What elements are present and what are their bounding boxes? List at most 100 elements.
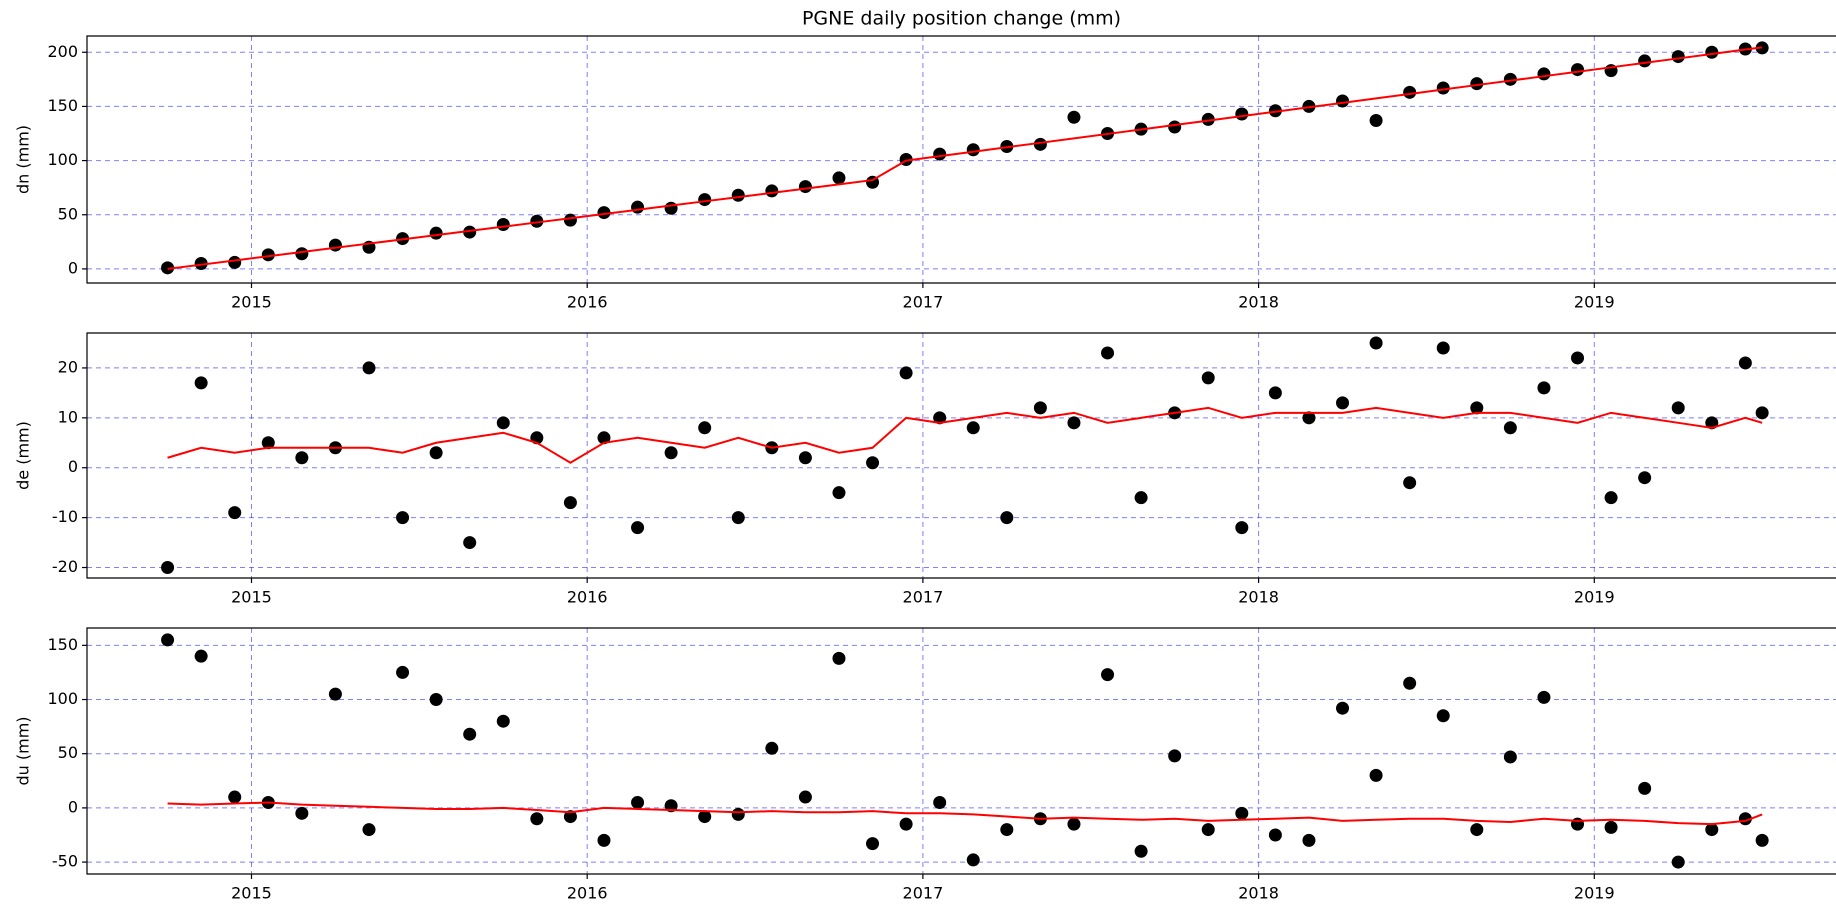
data-point (1067, 416, 1081, 430)
y-tick-label: 0 (68, 797, 78, 816)
data-point (1436, 709, 1450, 723)
trend-line (167, 801, 1763, 826)
data-point (295, 247, 309, 261)
data-point (798, 790, 812, 804)
data-point (1336, 94, 1350, 108)
data-point (1571, 351, 1585, 365)
data-point (1268, 828, 1282, 842)
data-point (765, 184, 779, 198)
data-point (966, 853, 980, 867)
data-point (1369, 768, 1383, 782)
data-point (1336, 701, 1350, 715)
data-point (396, 511, 410, 525)
data-point (530, 214, 544, 228)
data-point (899, 366, 913, 380)
data-point (832, 486, 846, 500)
data-point (1537, 381, 1551, 395)
data-point (1503, 421, 1517, 435)
data-point (933, 411, 947, 425)
data-point (1537, 690, 1551, 704)
data-point (631, 795, 645, 809)
data-point (563, 213, 577, 227)
x-tick-label: 2017 (903, 293, 944, 312)
y-tick-label: -50 (52, 852, 78, 871)
x-tick-label: 2019 (1574, 293, 1615, 312)
data-point (798, 451, 812, 465)
data-point (1168, 749, 1182, 763)
data-point (933, 147, 947, 161)
data-point (1671, 855, 1685, 869)
data-point (1671, 401, 1685, 415)
data-point (1436, 341, 1450, 355)
data-point (1134, 491, 1148, 505)
data-point (194, 649, 208, 663)
x-tick-label: 2016 (567, 588, 608, 607)
data-point (1436, 81, 1450, 95)
data-point (1604, 491, 1618, 505)
data-point (261, 248, 275, 262)
x-tick-label: 2019 (1574, 588, 1615, 607)
data-point (832, 171, 846, 185)
data-point (194, 257, 208, 270)
x-tick-label: 2018 (1238, 884, 1279, 903)
data-point (429, 446, 443, 460)
y-tick-label: 0 (68, 457, 78, 476)
data-point (1638, 54, 1652, 68)
data-point (1000, 823, 1014, 837)
data-point (463, 225, 477, 239)
data-point (698, 810, 712, 824)
data-point (832, 651, 846, 665)
data-point (1638, 471, 1652, 485)
data-point (1101, 346, 1115, 360)
y-tick-label: 50 (58, 204, 78, 223)
axes-frame (86, 35, 1836, 284)
data-point (1235, 806, 1249, 820)
x-tick-label: 2015 (231, 884, 272, 903)
x-tick-label: 2015 (231, 293, 272, 312)
data-point (228, 506, 242, 520)
data-point (966, 143, 980, 157)
data-point (597, 833, 611, 847)
y-tick-label: 100 (47, 150, 78, 169)
data-point (1033, 401, 1047, 415)
data-point (161, 261, 175, 275)
data-point (463, 727, 477, 741)
x-tick-label: 2017 (903, 588, 944, 607)
chart-title: PGNE daily position change (mm) (802, 8, 1121, 30)
data-point (429, 693, 443, 707)
data-point (1067, 110, 1081, 124)
data-point (295, 451, 309, 465)
data-point (1403, 676, 1417, 690)
y-tick-label: 150 (47, 635, 78, 654)
axes-frame (86, 332, 1836, 579)
x-tick-label: 2016 (567, 884, 608, 903)
data-point (362, 361, 376, 375)
y-tick-label: 0 (68, 258, 78, 277)
plot-area (161, 633, 1769, 869)
data-point (1268, 386, 1282, 400)
data-point (429, 226, 443, 240)
data-point (731, 188, 745, 202)
data-point (1604, 820, 1618, 834)
data-point (261, 436, 275, 450)
data-point (1403, 476, 1417, 490)
data-point (597, 431, 611, 445)
data-point (463, 536, 477, 550)
data-point (1403, 85, 1417, 99)
data-point (1638, 781, 1652, 795)
data-point (1537, 67, 1551, 81)
data-point (161, 633, 175, 647)
data-point (1201, 823, 1215, 837)
data-point (597, 206, 611, 220)
data-point (1302, 411, 1316, 425)
data-point (328, 238, 342, 252)
data-point (1755, 406, 1769, 420)
y-tick-label: 10 (58, 407, 78, 426)
y-tick-label: 150 (47, 96, 78, 115)
data-point (966, 421, 980, 435)
data-point (899, 817, 913, 831)
data-point (798, 180, 812, 194)
data-point (295, 806, 309, 820)
data-point (496, 218, 510, 231)
data-point (228, 790, 242, 804)
